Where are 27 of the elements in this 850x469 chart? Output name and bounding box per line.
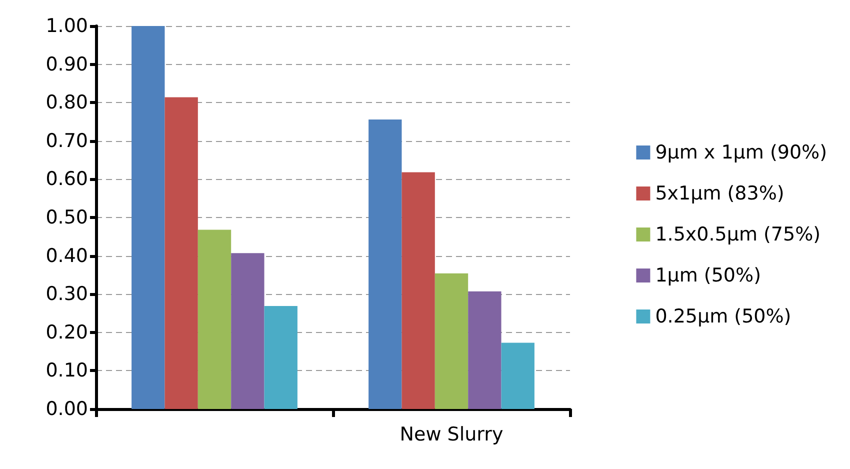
y-tick-label: 0.80 [46, 92, 88, 114]
x-tick-label: New Slurry [400, 424, 504, 446]
y-tick-label: 0.40 [46, 244, 88, 267]
y-tick-label: 1.00 [46, 15, 88, 37]
bar [264, 306, 298, 409]
legend-label: 1µm (50%) [655, 264, 761, 286]
y-tick-label: 0.60 [46, 168, 88, 190]
bar [132, 26, 165, 409]
y-tick-label: 0.30 [46, 283, 88, 306]
legend-label: 5x1µm (83%) [655, 182, 784, 204]
bar [368, 119, 402, 409]
bar [164, 97, 198, 409]
bar [198, 230, 232, 409]
bar [231, 253, 264, 409]
y-tick-label: 0.90 [46, 53, 88, 76]
legend-label: 9µm x 1µm (90%) [655, 142, 828, 164]
y-tick-label: 0.00 [46, 398, 88, 420]
legend-label: 0.25µm (50%) [655, 306, 792, 328]
y-tick-label: 0.20 [46, 321, 88, 344]
bar [402, 172, 435, 409]
legend-label: 1.5x0.5µm (75%) [655, 224, 821, 246]
y-tick-label: 0.10 [46, 360, 88, 382]
bar [434, 273, 468, 409]
bar [501, 342, 534, 409]
bar [468, 291, 502, 409]
y-tick-label: 0.50 [46, 206, 88, 228]
y-tick-label: 0.70 [46, 130, 88, 152]
